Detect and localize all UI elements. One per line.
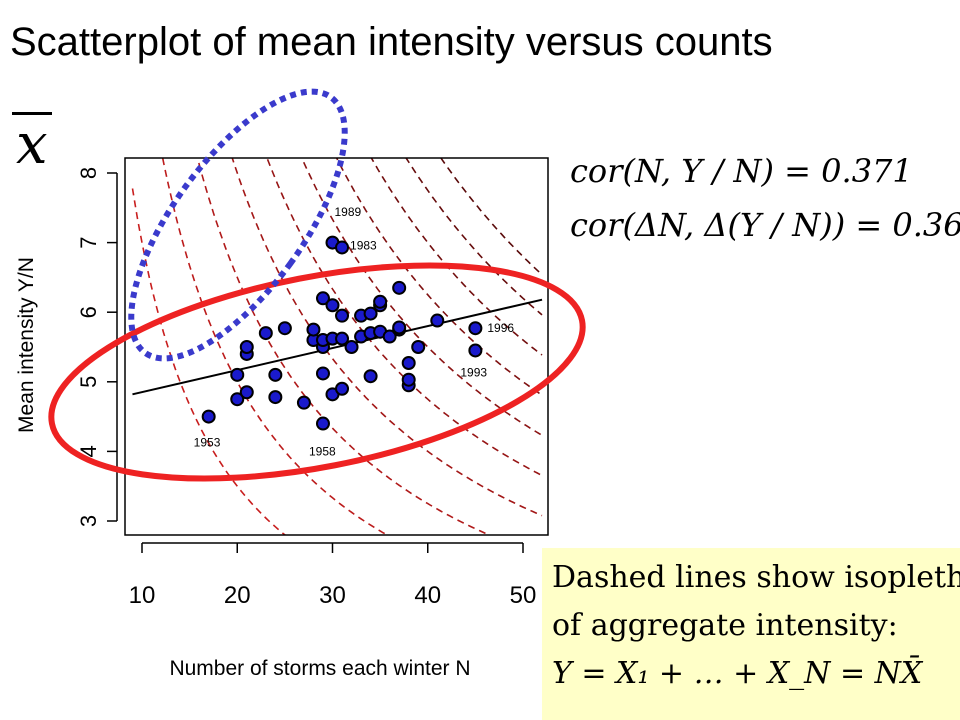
annotation-label: 1993 [460,365,487,379]
data-points [201,235,483,431]
data-point [306,322,321,337]
plot-frame [124,157,549,536]
data-point [325,298,340,313]
data-point [363,369,378,384]
data-point [239,385,254,400]
data-point [230,392,245,407]
data-point [201,409,216,424]
isopleth-curve [335,158,543,396]
data-point [335,308,350,323]
data-point [392,280,407,295]
data-point [382,329,397,344]
data-point [230,367,245,382]
data-point [468,321,483,336]
isopleth-curve [266,158,543,477]
data-point [315,416,330,431]
data-point [401,356,416,371]
data-point [344,340,359,354]
data-point [277,321,292,336]
x-axis-label: Number of storms each winter N [169,657,470,680]
data-point [430,313,445,328]
isopleth-curve [439,158,543,276]
x-tick-label: 20 [224,582,251,609]
annotation-label: 1953 [194,436,221,450]
isopleth-curve [300,158,543,436]
y-tick-label: 7 [76,236,101,248]
y-tick-label: 6 [76,306,101,318]
y-tick-label: 5 [76,376,101,388]
x-tick-label: 10 [129,582,156,609]
data-point [411,340,426,354]
data-point [258,326,273,341]
x-tick-label: 30 [319,582,346,609]
page-title: Scatterplot of mean intensity versus cou… [10,20,773,64]
note-line-1: Dashed lines show isopleths [552,560,960,595]
isopleth-curve [370,158,543,356]
y-axis-label: Mean intensity Y/N [15,257,38,433]
isopleth-curve [161,158,389,535]
annotation-label: 1989 [335,205,362,219]
y-tick-label: 8 [76,167,101,179]
regression-line [132,298,543,396]
data-point [363,306,378,321]
data-point [268,367,283,382]
correlation-formula-1: cor(N, Y / N) = 0.371 [570,152,913,190]
note-line-2: of aggregate intensity: [552,608,898,643]
annotation-label: 1958 [309,445,336,459]
isopleth-note: Dashed lines show isopleths of aggregate… [542,548,960,720]
data-point [239,340,254,354]
data-point [401,372,416,387]
data-point [335,381,350,396]
red-ellipse [48,262,586,482]
data-point [268,390,283,405]
isopleth-curve [196,158,492,535]
data-point [335,331,350,346]
data-point [315,366,330,381]
x-ticks: 10 20 30 40 50 [129,543,537,609]
y-tick-label: 3 [76,515,101,527]
data-point [296,395,311,410]
data-point [373,294,388,309]
annotation-label: 1996 [487,321,514,335]
data-point [335,240,350,255]
note-equation: Y = X₁ + … + X_N = NX̄ [552,656,923,691]
x-tick-label: 50 [510,582,537,609]
blue-dotted-ellipse [128,88,348,362]
data-point [468,343,483,358]
annotation-label: 1983 [350,238,377,252]
correlation-formula-2: cor(ΔN, Δ(Y / N)) = 0.364 [570,206,960,244]
isopleth-curve [405,158,543,316]
x-bar-symbol: x [12,112,52,173]
isopleth-lines [131,158,543,535]
data-point [315,291,330,306]
x-tick-label: 40 [414,582,441,609]
year-annotations: 1989 1983 1996 1993 1953 1958 [194,205,515,458]
data-point [392,320,407,335]
